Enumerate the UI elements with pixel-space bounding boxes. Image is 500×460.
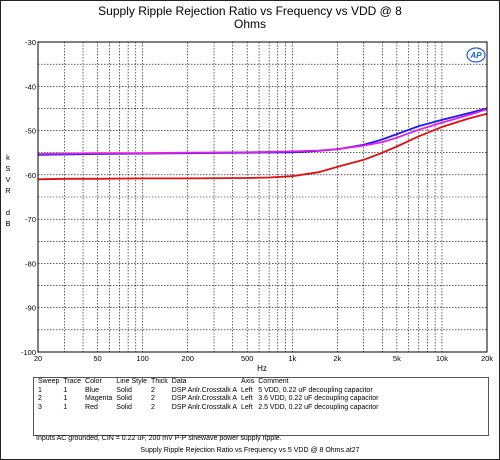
y-tick-label: -40 bbox=[25, 82, 36, 91]
x-axis-label: Hz bbox=[257, 364, 267, 373]
y-axis-label-char: V bbox=[5, 175, 10, 184]
x-tick-label: 5k bbox=[393, 354, 401, 363]
legend-cell: DSP Anlr.Crosstalk A bbox=[171, 386, 238, 394]
legend-cell: 5 VDD, 0.22 uF decoupling capacitor bbox=[258, 386, 373, 394]
series-line-1 bbox=[37, 107, 488, 156]
legend-row: 2 1 Magenta Solid 2 DSP Anlr.Crosstalk A Left 3… bbox=[34, 395, 379, 404]
x-tick-label: 1k bbox=[288, 354, 296, 363]
legend-cell: DSP Anlr.Crosstalk A bbox=[171, 395, 238, 403]
legend-cell: 2.5 VDD, 0.22 uF decoupling capacitor bbox=[258, 403, 379, 411]
y-axis-label-char: d bbox=[6, 208, 10, 217]
y-tick-label: -80 bbox=[25, 259, 36, 268]
legend-cell: Left bbox=[241, 395, 253, 403]
legend-row: 1 1 Blue Solid 2 DSP Anlr.Crosstalk A Left 5 VD… bbox=[34, 387, 379, 396]
legend-cell: Solid bbox=[116, 403, 132, 411]
x-tick-label: 500 bbox=[241, 354, 254, 363]
series-line-2 bbox=[37, 108, 488, 155]
legend-table: Sweep Trace Color Line Style Thick Data Axis Co… bbox=[33, 377, 489, 436]
chart-svg: 20 50 100 200 500 1k 2k 5k 10k 20k -30 -40 -50 -60 -70… bbox=[5, 38, 493, 373]
legend-header-cell: Axis bbox=[241, 378, 255, 385]
y-axis-label-char: k bbox=[6, 153, 10, 162]
legend-cell: 1 bbox=[63, 395, 68, 403]
y-tick-label: -70 bbox=[25, 215, 36, 224]
legend-cell: 2 bbox=[151, 403, 155, 411]
y-axis-label-char: B bbox=[5, 219, 10, 228]
footer-caption: Supply Ripple Rejection Ratio vs Frequen… bbox=[140, 447, 360, 454]
legend-header-cell: Line Style bbox=[116, 378, 148, 385]
chart-title-line2: Ohms bbox=[233, 17, 266, 31]
legend-cell: 1 bbox=[63, 403, 68, 411]
legend-header-cell: Thick bbox=[151, 378, 168, 385]
legend-cell: 3.6 VDD, 0.22 uF decoupling capacitor bbox=[258, 395, 379, 403]
x-tick-label: 2k bbox=[333, 354, 341, 363]
legend-cell: 1 bbox=[63, 386, 68, 394]
y-axis-label-char: S bbox=[5, 164, 10, 173]
legend-header-cell: Trace bbox=[63, 378, 82, 385]
plot-area-border bbox=[37, 41, 488, 353]
legend-cell: Solid bbox=[116, 386, 132, 394]
legend-cell: 3 bbox=[38, 403, 42, 411]
x-tick-label: 50 bbox=[93, 354, 101, 363]
ap-logo: AP bbox=[466, 47, 486, 63]
x-tick-label: 20k bbox=[481, 354, 493, 363]
x-tick-label: 20 bbox=[34, 354, 42, 363]
legend-header-cell: Data bbox=[171, 378, 187, 385]
legend-cell: 1 bbox=[38, 386, 42, 394]
legend-header-cell: Comment bbox=[258, 378, 289, 385]
y-tick-label: -90 bbox=[25, 304, 36, 313]
series-line-3 bbox=[37, 112, 488, 181]
ap-logo-text: AP bbox=[469, 51, 482, 60]
y-tick-label: -50 bbox=[25, 127, 36, 136]
legend-cell: Red bbox=[85, 403, 98, 411]
legend-cell: Left bbox=[241, 386, 253, 394]
legend-cell: 2 bbox=[38, 395, 42, 403]
legend-cell: Solid bbox=[116, 395, 132, 403]
y-tick-label: -30 bbox=[25, 38, 36, 47]
chart-title-line1: Supply Ripple Rejection Ratio vs Frequen… bbox=[98, 4, 402, 18]
y-tick-label: -100 bbox=[21, 348, 36, 357]
x-tick-label: 10k bbox=[436, 354, 448, 363]
x-tick-label: 200 bbox=[181, 354, 194, 363]
legend-cell: DSP Anlr.Crosstalk A bbox=[171, 403, 238, 411]
legend-header-row: Sweep Trace Color Line Style Thick Data Axis Co… bbox=[34, 378, 379, 387]
legend-header-cell: Sweep bbox=[38, 378, 60, 385]
legend-cell: Left bbox=[241, 403, 253, 411]
legend-cell: 2 bbox=[151, 386, 155, 394]
y-axis-label-char: R bbox=[5, 186, 11, 195]
test-conditions-note: Inputs AC grounded, CIN = 0.22 uF, 200 m… bbox=[36, 435, 282, 442]
legend-row: 3 1 Red Solid 2 DSP Anlr.Crosstalk A Left 2.5 V… bbox=[34, 404, 379, 413]
legend-cell: Magenta bbox=[85, 395, 113, 403]
y-tick-label: -60 bbox=[25, 171, 36, 180]
x-tick-label: 100 bbox=[136, 354, 149, 363]
legend-header-cell: Color bbox=[85, 378, 102, 385]
legend-cell: 2 bbox=[151, 395, 155, 403]
legend-cell: Blue bbox=[85, 386, 100, 394]
